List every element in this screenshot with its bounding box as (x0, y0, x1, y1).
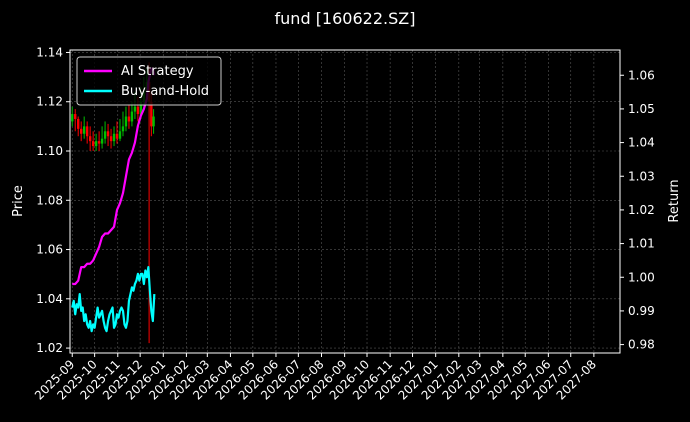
y-left-tick-label: 1.10 (36, 144, 63, 158)
candle-body (112, 133, 116, 142)
candle-body (91, 141, 95, 147)
y-left-tick-label: 1.02 (36, 341, 63, 355)
legend-label-buy-and-hold: Buy-and-Hold (121, 84, 209, 99)
y-right-tick-label: 0.98 (628, 338, 655, 352)
candle-body (121, 126, 125, 132)
y-right-tick-label: 1.01 (628, 237, 655, 251)
candle-body (106, 131, 110, 137)
candle-body (85, 126, 89, 137)
y-axis-left-label: Price (11, 185, 26, 217)
candle-body (94, 141, 98, 147)
candle-body (150, 101, 153, 127)
y-right-tick-label: 0.99 (628, 304, 655, 318)
y-right-tick-label: 1.03 (628, 169, 655, 183)
candle-body (124, 116, 128, 127)
series-line-buy-and-hold (71, 266, 156, 333)
legend: AI Strategy Buy-and-Hold (76, 56, 222, 106)
candle-body (88, 136, 92, 142)
candle-body (77, 118, 80, 129)
y-left-tick-label: 1.08 (36, 193, 63, 207)
y-left-tick-label: 1.06 (36, 243, 63, 257)
candle-body (71, 114, 74, 122)
candle-body (82, 126, 86, 134)
candle-body (103, 131, 107, 139)
legend-box (76, 56, 222, 106)
candle-body (109, 136, 113, 142)
candle-body (115, 133, 119, 139)
y-left-tick-label: 1.04 (36, 292, 63, 306)
candle-body (136, 106, 140, 115)
candle-body (97, 141, 101, 144)
y-left-tick-label: 1.14 (36, 45, 63, 59)
y-left-tick-label: 1.12 (36, 95, 63, 109)
candle-body (133, 106, 137, 112)
candle-body (139, 101, 143, 115)
candle-body (100, 138, 104, 144)
y-axis-left: 1.02 1.04 1.06 1.08 1.10 1.12 1.14 (36, 45, 70, 355)
candle-body (118, 131, 122, 139)
candle-body (79, 128, 83, 134)
candle-body (127, 116, 131, 122)
y-right-tick-label: 1.04 (628, 136, 655, 150)
y-right-tick-label: 1.06 (628, 68, 655, 82)
y-right-tick-label: 1.00 (628, 270, 655, 284)
candle-body (130, 111, 134, 122)
y-right-tick-label: 1.02 (628, 203, 655, 217)
candle-body (74, 114, 77, 119)
candle-body (152, 116, 155, 127)
y-right-tick-label: 1.05 (628, 102, 655, 116)
chart-title: fund [160622.SZ] (275, 9, 416, 28)
legend-label-ai-strategy: AI Strategy (121, 64, 194, 79)
y-axis-right: 0.98 0.99 1.00 1.01 1.02 1.03 1.04 1.05 1.06 (620, 68, 655, 352)
y-axis-right-label: Return (667, 179, 682, 222)
